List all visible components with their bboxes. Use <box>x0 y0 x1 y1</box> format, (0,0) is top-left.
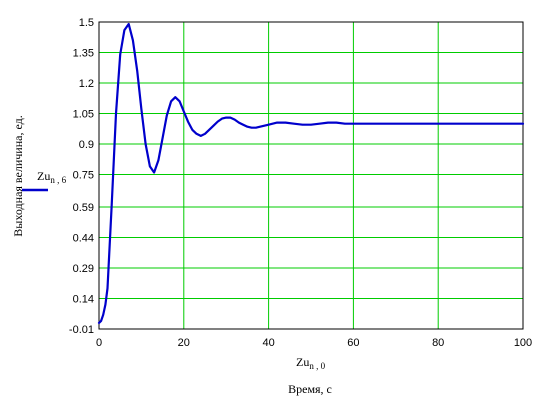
y-tick-label: 0.44 <box>73 233 94 245</box>
x-axis-variable-sub: n , 0 <box>309 361 325 371</box>
legend-label: Zun , 6 <box>37 169 67 185</box>
y-tick-label: 1.35 <box>73 47 94 59</box>
legend-label-sub: n , 6 <box>50 175 66 185</box>
x-axis-variable-main: Zu <box>296 355 309 369</box>
y-axis-title: Выходная величина, ед. <box>11 115 25 236</box>
x-tick-label: 60 <box>347 337 359 349</box>
x-tick-label: 80 <box>432 337 444 349</box>
y-tick-label: 0.59 <box>73 202 94 214</box>
series-line <box>97 22 525 324</box>
y-tick-label: -0.01 <box>69 324 94 336</box>
y-tick-label: 1.5 <box>79 17 94 29</box>
tick-labels: -0.01 0.14 0.29 0.44 0.59 0.75 0.9 1.05 1.2 1.35 1… <box>69 17 532 349</box>
grid-lines <box>99 22 523 329</box>
y-tick-label: 1.2 <box>79 78 94 90</box>
x-tick-label: 40 <box>262 337 274 349</box>
x-tick-label: 100 <box>514 337 532 349</box>
x-tick-label: 20 <box>178 337 190 349</box>
y-tick-label: 0.29 <box>73 263 94 275</box>
x-axis-variable: Zun , 0 <box>296 355 326 371</box>
legend-label-main: Zu <box>37 169 50 183</box>
x-axis-title: Время, с <box>288 382 332 396</box>
plot-frame <box>98 21 524 330</box>
y-tick-label: 0.9 <box>79 139 94 151</box>
y-tick-label: 0.75 <box>73 169 94 181</box>
y-tick-label: 1.05 <box>73 108 94 120</box>
y-tick-label: 0.14 <box>73 294 94 306</box>
x-tick-label: 0 <box>96 337 102 349</box>
